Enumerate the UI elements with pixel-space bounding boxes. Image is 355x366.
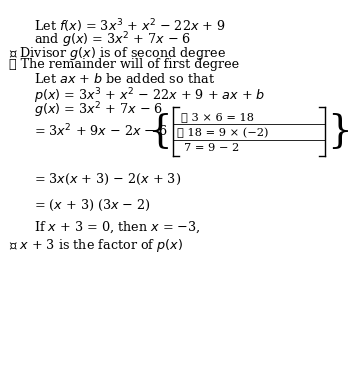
Text: }: }: [327, 113, 352, 150]
Text: ∴ Divisor $g(x)$ is of second degree: ∴ Divisor $g(x)$ is of second degree: [9, 45, 226, 61]
Text: = 3$x$($x$ + 3) − 2($x$ + 3): = 3$x$($x$ + 3) − 2($x$ + 3): [34, 172, 181, 187]
Text: = ($x$ + 3) (3$x$ − 2): = ($x$ + 3) (3$x$ − 2): [34, 197, 151, 213]
Text: and $g(x)$ = 3$x^2$ + 7$x$ − 6: and $g(x)$ = 3$x^2$ + 7$x$ − 6: [34, 31, 191, 51]
Text: If $x$ + 3 = 0, then $x$ = −3,: If $x$ + 3 = 0, then $x$ = −3,: [34, 219, 200, 235]
Text: ∴ The remainder will of first degree: ∴ The remainder will of first degree: [9, 58, 239, 71]
Text: $g(x)$ = 3$x^2$ + 7$x$ − 6: $g(x)$ = 3$x^2$ + 7$x$ − 6: [34, 101, 163, 120]
Text: = 3$x^2$ + 9$x$ − 2$x$ − 6: = 3$x^2$ + 9$x$ − 2$x$ − 6: [34, 123, 168, 139]
Text: ∴ $x$ + 3 is the factor of $p(x)$: ∴ $x$ + 3 is the factor of $p(x)$: [9, 237, 183, 254]
Text: Let $f(x)$ = 3$x^3$ + $x^2$ − 22$x$ + 9: Let $f(x)$ = 3$x^3$ + $x^2$ − 22$x$ + 9: [34, 17, 225, 35]
Text: Let $ax$ + $b$ be added so that: Let $ax$ + $b$ be added so that: [34, 72, 215, 86]
Text: {: {: [147, 113, 171, 150]
Text: ∵ 3 × 6 = 18: ∵ 3 × 6 = 18: [181, 112, 254, 122]
Text: ∴ 18 = 9 × (−2): ∴ 18 = 9 × (−2): [177, 128, 269, 138]
Text: $p(x)$ = 3$x^3$ + $x^2$ − 22$x$ + 9 + $ax$ + $b$: $p(x)$ = 3$x^3$ + $x^2$ − 22$x$ + 9 + $a…: [34, 86, 266, 106]
Text: 7 = 9 − 2: 7 = 9 − 2: [184, 143, 239, 153]
